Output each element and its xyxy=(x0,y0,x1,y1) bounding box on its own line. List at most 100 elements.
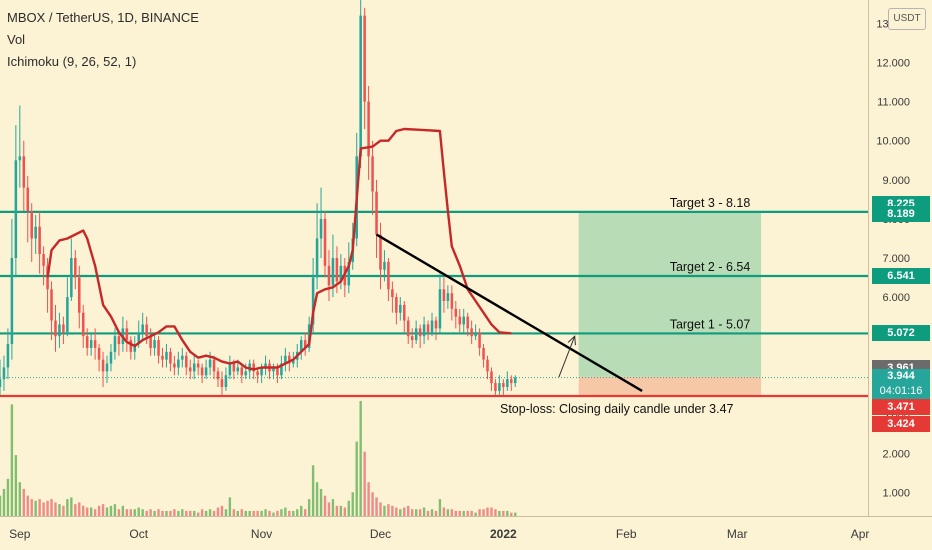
y-tick-label: 2.000 xyxy=(882,448,910,460)
candle xyxy=(85,336,89,348)
candle xyxy=(177,359,180,368)
candle xyxy=(284,355,287,364)
volume-bar xyxy=(319,488,323,516)
target-label-1: Target 1 - 5.07 xyxy=(670,317,751,331)
candle xyxy=(446,293,450,301)
volume-bar xyxy=(212,510,216,516)
volume-bar xyxy=(224,509,228,516)
volume-bar xyxy=(343,507,347,516)
volume-bar xyxy=(10,404,14,516)
volume-bar xyxy=(438,499,442,516)
volume-bar xyxy=(276,510,279,516)
volume-bar xyxy=(30,499,33,516)
candle xyxy=(161,355,164,360)
volume-bar xyxy=(292,510,295,516)
candle xyxy=(292,359,295,364)
currency-unit-button[interactable]: USDT xyxy=(888,8,926,30)
candle xyxy=(387,261,390,290)
candle xyxy=(141,324,144,333)
symbol-title[interactable]: MBOX / TetherUS, 1D, BINANCE xyxy=(7,10,199,25)
candle xyxy=(0,379,2,387)
candle xyxy=(418,328,422,337)
price-tag-target3: 8.189 xyxy=(872,205,930,222)
candle xyxy=(276,367,279,376)
candle xyxy=(216,371,220,380)
volume-bar xyxy=(165,510,168,516)
volume-bar xyxy=(426,510,430,516)
x-tick-label: Apr xyxy=(851,527,870,541)
volume-bar xyxy=(355,441,358,516)
candle xyxy=(50,289,53,321)
candle xyxy=(14,160,18,258)
candle xyxy=(434,320,438,329)
candle xyxy=(34,226,37,239)
volume-bar xyxy=(470,510,473,516)
volume-bar xyxy=(86,507,89,516)
volume-bar xyxy=(260,510,263,516)
candle xyxy=(70,258,73,298)
target-label-2: Target 2 - 6.54 xyxy=(670,260,751,274)
volume-bar xyxy=(216,507,220,516)
volume-bar xyxy=(70,497,73,516)
candle xyxy=(363,15,366,102)
candle xyxy=(331,258,335,286)
candle xyxy=(125,328,129,341)
candle xyxy=(165,351,168,360)
volume-bar xyxy=(244,510,247,516)
candle xyxy=(236,367,240,372)
price-tag-last: 3.944 04:01:16 xyxy=(872,369,930,400)
candle xyxy=(232,363,236,372)
x-tick-label: 2022 xyxy=(490,527,517,541)
volume-indicator-label[interactable]: Vol xyxy=(7,32,26,47)
volume-bar xyxy=(204,510,208,516)
volume-bar xyxy=(268,510,271,516)
volume-bar xyxy=(311,465,315,516)
candle xyxy=(137,332,140,344)
price-tag-stoploss-lower: 3.424 xyxy=(872,416,930,433)
volume-bar xyxy=(141,509,144,516)
volume-bar xyxy=(399,509,402,516)
candle xyxy=(240,367,244,376)
candle xyxy=(264,363,267,368)
volume-bar xyxy=(82,505,85,516)
y-tick-label: 10.000 xyxy=(876,136,910,148)
volume-bars xyxy=(0,401,517,516)
volume-bar xyxy=(418,509,422,516)
candle xyxy=(46,265,49,290)
candle xyxy=(410,336,414,341)
candle xyxy=(335,258,339,282)
candle xyxy=(399,304,402,313)
volume-bar xyxy=(411,509,414,516)
volume-bar xyxy=(414,509,418,516)
volume-bar xyxy=(403,507,406,516)
volume-bar xyxy=(454,510,457,516)
candle xyxy=(319,218,323,239)
volume-bar xyxy=(189,510,192,516)
volume-bar xyxy=(62,505,65,516)
candle xyxy=(157,340,160,356)
candle xyxy=(327,265,331,286)
volume-bar xyxy=(458,510,461,516)
candle xyxy=(153,340,156,348)
candle xyxy=(228,363,232,376)
y-tick-label: 6.000 xyxy=(882,292,910,304)
volume-bar xyxy=(323,495,327,516)
candle xyxy=(458,316,462,325)
volume-bar xyxy=(78,502,81,516)
profit-zone xyxy=(578,211,761,377)
candle xyxy=(482,347,485,360)
candle xyxy=(149,336,152,348)
volume-bar xyxy=(117,509,121,516)
breakout-arrow-head xyxy=(567,335,576,346)
volume-bar xyxy=(434,510,438,516)
volume-bar xyxy=(395,507,398,516)
candle xyxy=(406,320,410,337)
candle xyxy=(208,359,212,368)
candle xyxy=(133,344,137,352)
ichimoku-indicator-label[interactable]: Ichimoku (9, 26, 52, 1) xyxy=(7,54,137,69)
candle xyxy=(224,375,228,387)
candle xyxy=(462,316,465,325)
candle xyxy=(26,187,30,212)
volume-bar xyxy=(256,510,259,516)
